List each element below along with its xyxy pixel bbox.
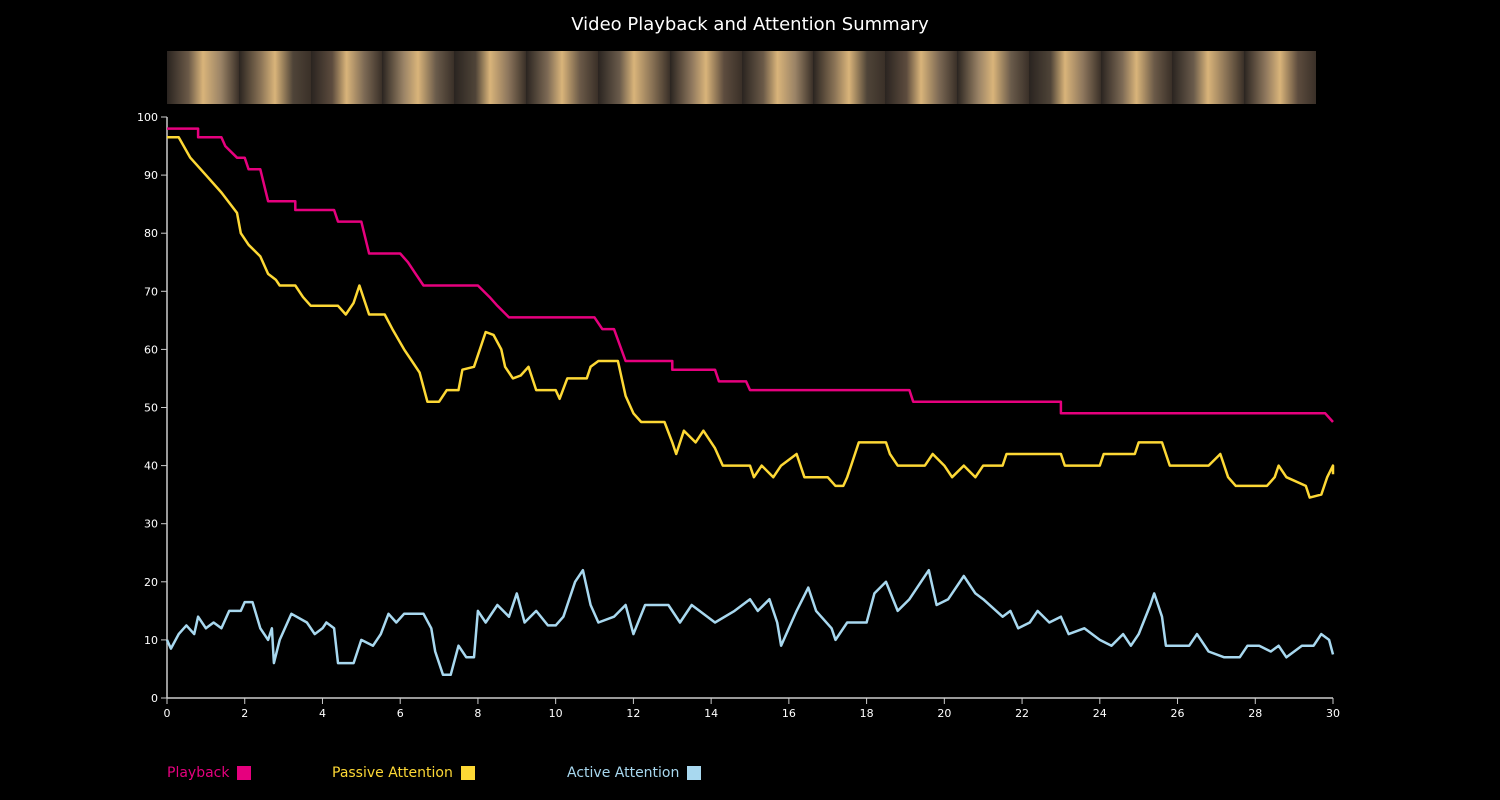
y-tick-label: 70: [144, 285, 158, 298]
y-tick-label: 40: [144, 460, 158, 473]
legend-label-passive: Passive Attention: [332, 765, 453, 781]
chart-title: Video Playback and Attention Summary: [571, 14, 929, 35]
y-tick-label: 90: [144, 169, 158, 182]
legend-item-playback: Playback: [167, 765, 252, 781]
video-frame-thumbnail: [382, 51, 455, 104]
video-frame-thumbnail: [1244, 51, 1316, 104]
x-tick-label: 30: [1326, 707, 1340, 720]
video-frame-thumbnail: [1100, 51, 1173, 104]
x-tick-label: 20: [937, 707, 951, 720]
x-tick-label: 8: [474, 707, 481, 720]
video-frame-thumbnail: [741, 51, 814, 104]
legend-item-active-attention: Active Attention: [567, 765, 702, 781]
legend-swatch-active: [687, 766, 702, 780]
x-tick-label: 0: [164, 707, 171, 720]
legend-swatch-passive: [460, 766, 475, 780]
x-tick-label: 16: [782, 707, 796, 720]
video-frame-thumbnail: [669, 51, 742, 104]
x-tick-label: 14: [704, 707, 718, 720]
video-frame-thumbnail: [1028, 51, 1101, 104]
x-tick-label: 6: [397, 707, 404, 720]
y-tick-label: 30: [144, 518, 158, 531]
legend-swatch-playback: [237, 766, 252, 780]
x-tick-label: 4: [319, 707, 326, 720]
series-line-playback: [167, 127, 1334, 423]
y-tick-label: 10: [144, 634, 158, 647]
x-tick-label: 26: [1171, 707, 1185, 720]
series-line-active-attention: [165, 568, 1335, 677]
x-tick-label: 2: [241, 707, 248, 720]
x-tick-label: 28: [1248, 707, 1262, 720]
legend-label-active: Active Attention: [567, 765, 680, 781]
y-tick-label: 0: [151, 692, 158, 705]
y-tick-label: 20: [144, 576, 158, 589]
y-tick-label: 80: [144, 227, 158, 240]
video-frame-thumbnail: [956, 51, 1029, 104]
x-tick-label: 24: [1093, 707, 1107, 720]
video-frame-thumbnail: [167, 51, 239, 104]
y-tick-label: 60: [144, 343, 158, 356]
video-frame-thumbnail: [597, 51, 670, 104]
x-tick-label: 12: [626, 707, 640, 720]
x-tick-label: 18: [860, 707, 874, 720]
video-frame-thumbnail: [238, 51, 311, 104]
legend-label-playback: Playback: [167, 765, 230, 781]
thumbnail-strip: [167, 51, 1316, 104]
x-tick-label: 10: [549, 707, 563, 720]
video-frame-thumbnail: [813, 51, 886, 104]
y-tick-label: 100: [137, 111, 158, 124]
y-tick-label: 50: [144, 402, 158, 415]
series-line-passive-attention: [167, 136, 1335, 499]
video-frame-thumbnail: [526, 51, 598, 104]
video-frame-thumbnail: [1172, 51, 1245, 104]
x-tick-label: 22: [1015, 707, 1029, 720]
video-frame-thumbnail: [885, 51, 957, 104]
legend-item-passive-attention: Passive Attention: [332, 765, 475, 781]
video-frame-thumbnail: [454, 51, 527, 104]
video-frame-thumbnail: [310, 51, 383, 104]
